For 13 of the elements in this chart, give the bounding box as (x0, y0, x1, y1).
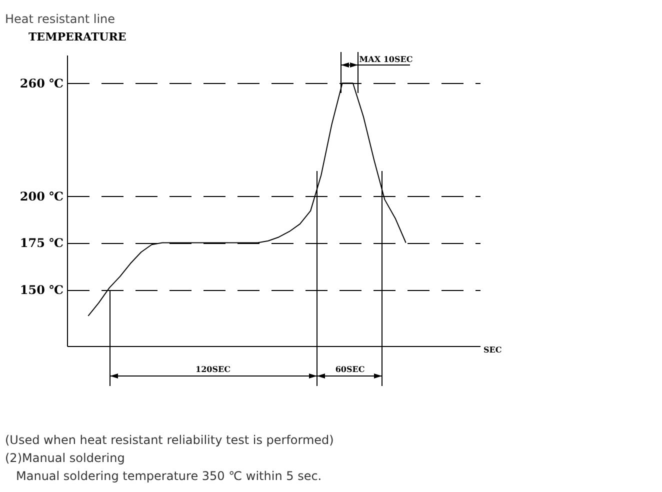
y-axis-title: TEMPERATURE (28, 30, 126, 44)
text: Manual soldering temperature 350 ℃ within 5 sec. (15, 468, 323, 485)
y-tick-label: 200 ℃ (20, 189, 64, 204)
text: 120SEC (196, 364, 230, 374)
x-axis-title: SEC (484, 344, 502, 354)
y-tick-label: 175 ℃ (20, 236, 64, 250)
text: 60SEC (335, 364, 365, 374)
y-tick-label: 260 ℃ (20, 76, 64, 91)
y-tick-label: 150 ℃ (20, 283, 64, 298)
text: (2)Manual soldering (5, 450, 126, 467)
annotation: MAX 10SEC (359, 54, 413, 64)
text: (Used when heat resistant reliability test is performed) (5, 432, 334, 449)
chart-title: Heat resistant line (5, 12, 116, 26)
